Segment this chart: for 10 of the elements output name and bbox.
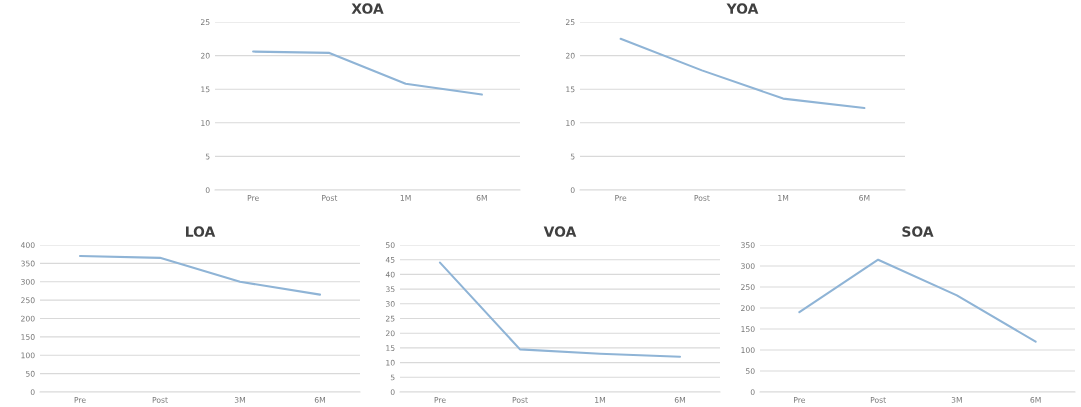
line-series (619, 37, 866, 110)
chart-title: VOA (543, 226, 577, 237)
chart-title: SOA (902, 226, 934, 237)
line-series (252, 50, 483, 96)
chart-title: YOA (726, 3, 759, 14)
line-series (78, 254, 322, 296)
line-series (438, 261, 682, 358)
chart-title: XOA (351, 3, 384, 14)
chart-title: LOA (186, 226, 216, 237)
line-series (798, 258, 1037, 343)
